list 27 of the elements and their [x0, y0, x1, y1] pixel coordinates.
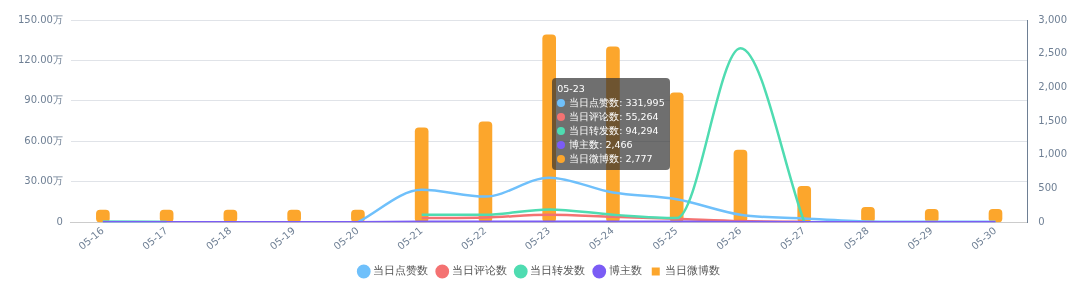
annotation: 博主数: 2,466 — [569, 139, 633, 150]
legend-label: 博主数 — [608, 264, 642, 278]
y2-tick-label: 2,500 — [1038, 47, 1068, 59]
legend-label: 当日评论数 — [451, 264, 507, 278]
y-tick-label: 90.00万 — [24, 94, 63, 106]
y2-tick-label: 2,000 — [1038, 80, 1068, 92]
legend-label: 当日转发数 — [530, 264, 586, 278]
annotation: 当日点赞数: 331,995 — [569, 97, 665, 108]
y-tick-label: 60.00万 — [24, 134, 63, 146]
annotation: 当日微博数: 2,777 — [569, 153, 653, 164]
y-tick-label: 120.00万 — [17, 54, 63, 66]
y2-tick-label: 1,000 — [1038, 148, 1068, 160]
legend-label: 当日点赞数 — [373, 264, 429, 278]
y2-tick-label: 500 — [1038, 182, 1058, 194]
y2-tick-label: 0 — [1038, 215, 1045, 227]
annotation: 当日转发数: 94,294 — [569, 125, 659, 136]
legend-label: 当日微博数 — [665, 264, 721, 278]
y2-tick-label: 3,000 — [1038, 13, 1068, 25]
y-tick-label: 30.00万 — [24, 175, 63, 187]
bar — [733, 149, 748, 223]
y2-tick-label: 1,500 — [1038, 114, 1068, 126]
annotation: 05-23 — [557, 83, 585, 94]
bar — [414, 127, 429, 223]
y-tick-label: 150.00万 — [17, 13, 63, 25]
y-tick-label: 0 — [56, 215, 63, 227]
bar — [669, 92, 684, 223]
annotation: 当日评论数: 55,264 — [569, 111, 659, 122]
